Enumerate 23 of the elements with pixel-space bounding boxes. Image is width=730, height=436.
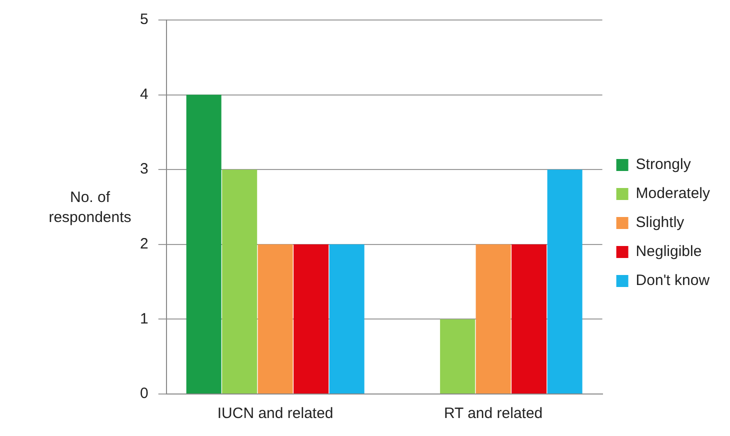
y-axis-title: No. of respondents <box>48 188 132 228</box>
legend-label: Don't know <box>636 272 710 290</box>
bar <box>186 94 222 394</box>
legend-label: Moderately <box>636 185 710 202</box>
bar <box>512 244 547 394</box>
legend-label: Negligible <box>636 243 702 260</box>
bar <box>440 319 476 394</box>
bar <box>329 244 364 394</box>
y-tick-label: 0 <box>140 385 148 402</box>
bar <box>222 170 258 394</box>
bar <box>258 244 293 394</box>
y-tick-label: 4 <box>140 86 148 103</box>
legend-label: Slightly <box>636 214 685 232</box>
y-tick-label: 2 <box>140 236 148 253</box>
x-tick-label: RT and related <box>444 405 543 422</box>
x-tick-label: IUCN and related <box>217 405 334 422</box>
y-tick-label: 5 <box>140 11 148 28</box>
y-tick-label: 3 <box>140 160 148 178</box>
legend-label: Strongly <box>636 156 692 174</box>
bar <box>476 244 511 394</box>
y-tick-label: 1 <box>140 310 148 328</box>
bar <box>547 170 582 394</box>
bar <box>294 244 329 394</box>
